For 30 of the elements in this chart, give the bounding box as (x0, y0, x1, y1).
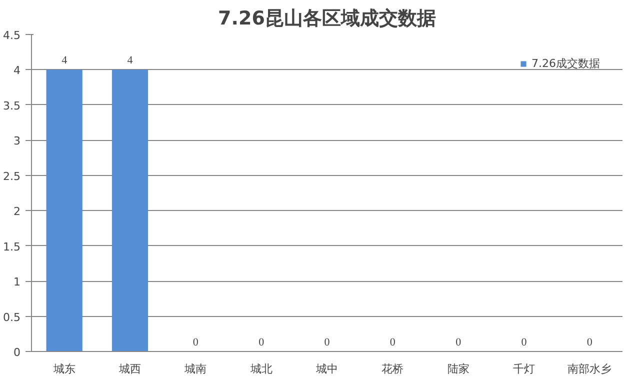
x-tick-label: 千灯 (513, 362, 535, 376)
y-tick-label: 4.5 (3, 29, 21, 42)
legend-label: 7.26成交数据 (532, 56, 600, 71)
y-tick-label: 0.5 (3, 310, 21, 324)
data-label: 0 (324, 336, 330, 348)
y-tick-label: 1.5 (3, 240, 21, 254)
data-label: 0 (390, 336, 396, 348)
x-tick-label: 城北 (249, 362, 272, 376)
y-tick-label: 3 (14, 134, 20, 148)
y-tick-label: 2.5 (3, 170, 21, 183)
data-label: 0 (456, 336, 462, 348)
y-tick-label: 1 (14, 276, 20, 289)
y-tick-label: 3.5 (3, 99, 21, 112)
chart-title: 7.26昆山各区域成交数据 (218, 8, 436, 30)
data-label: 4 (127, 54, 134, 67)
y-tick-label: 0 (14, 346, 20, 359)
x-tick-label: 城中 (315, 362, 338, 376)
y-tick-label: 2 (14, 205, 20, 218)
x-tick-label: 南部水乡 (568, 362, 612, 376)
y-tick-label: 4 (14, 64, 20, 78)
x-tick-label: 陆家 (447, 362, 470, 376)
x-tick-label: 城东 (52, 362, 76, 376)
data-label: 4 (62, 54, 68, 67)
x-tick-label: 花桥 (382, 362, 404, 376)
x-tick-label: 城南 (184, 362, 207, 376)
data-label: 0 (258, 336, 265, 348)
data-label: 0 (586, 336, 593, 348)
data-label: 0 (521, 336, 528, 348)
data-label: 0 (192, 336, 199, 348)
x-tick-label: 城西 (118, 362, 141, 376)
